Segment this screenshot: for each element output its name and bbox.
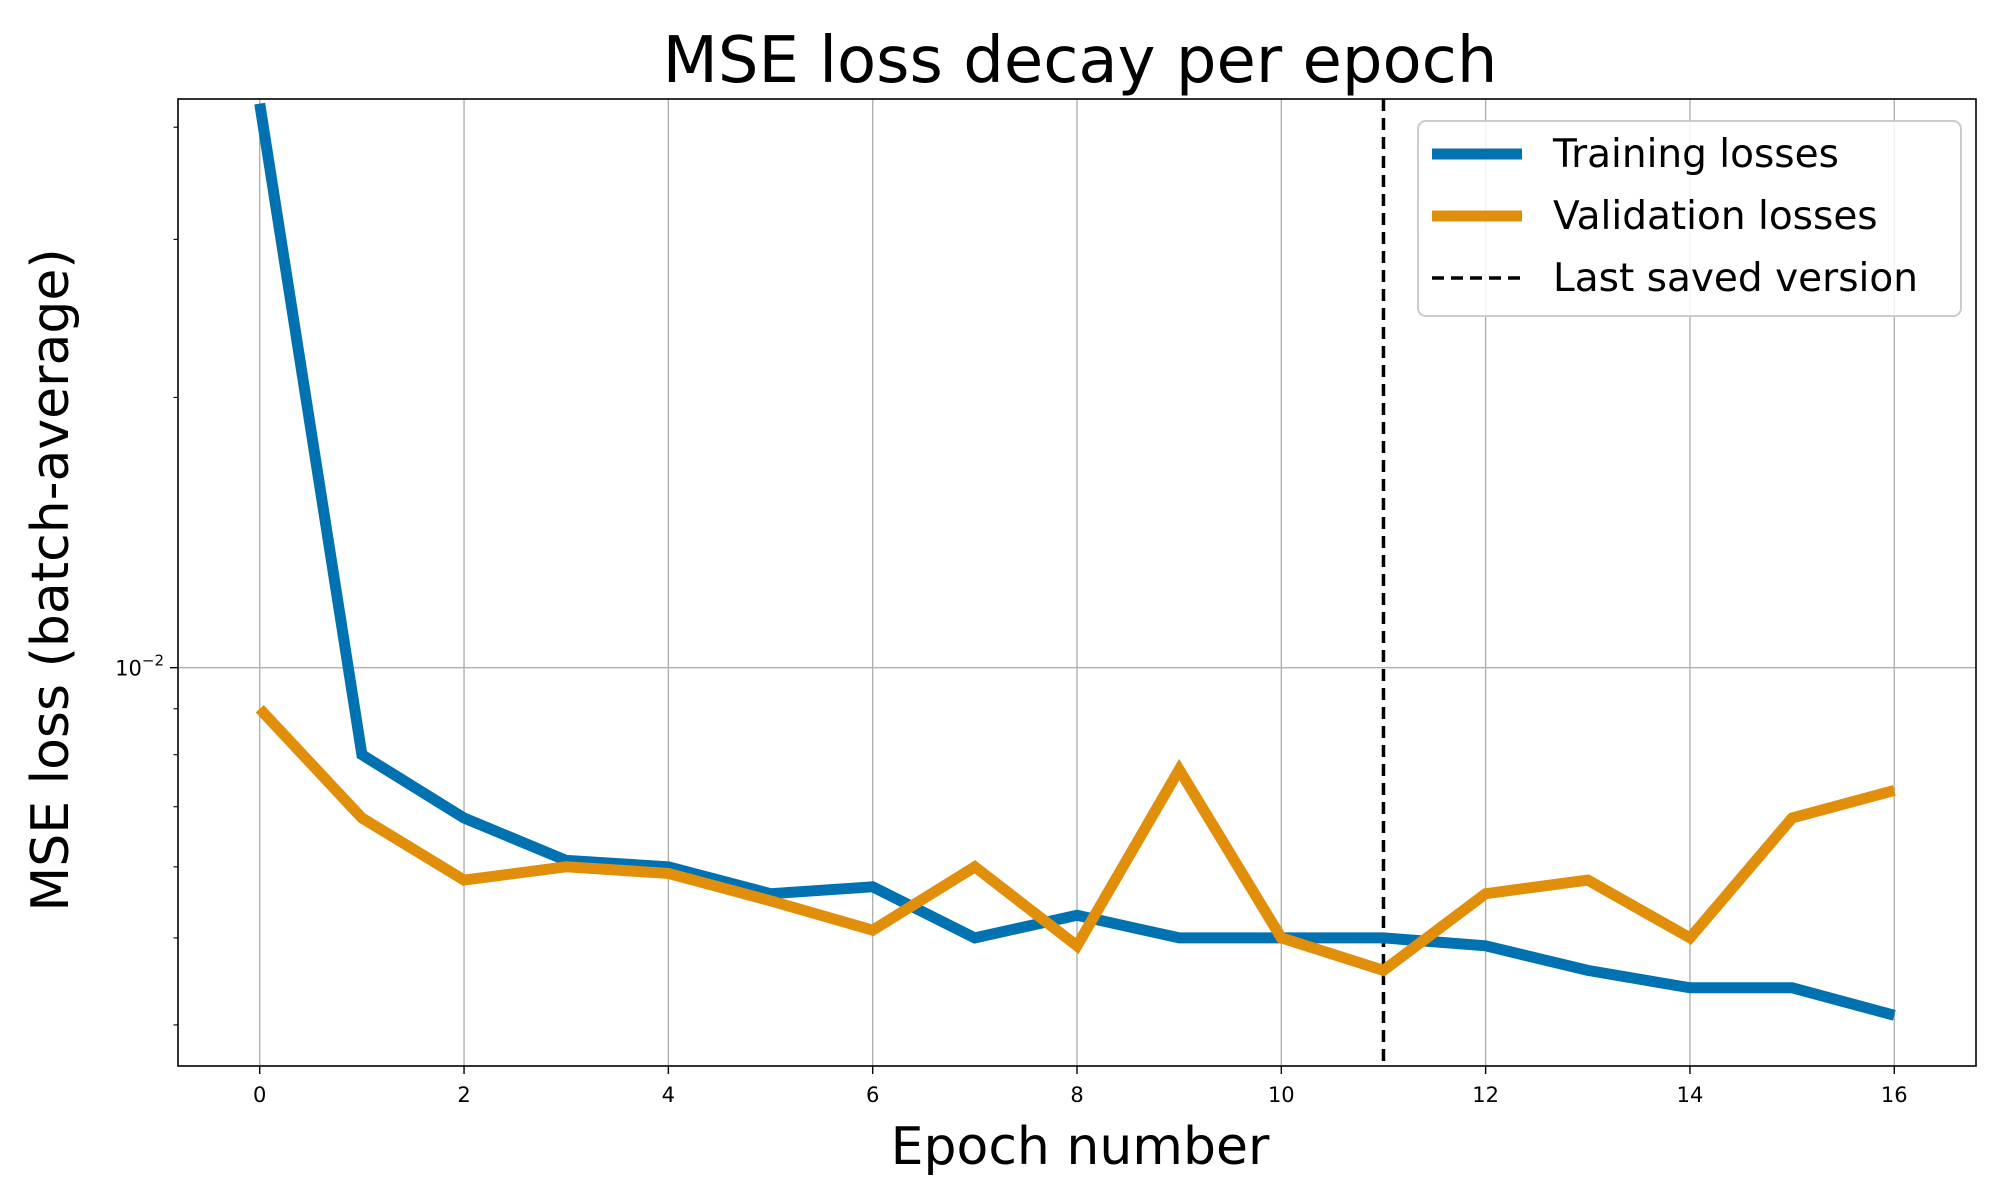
x-tick-label: 4 (662, 1083, 675, 1107)
legend-label-validation: Validation losses (1553, 194, 1878, 239)
chart-title: MSE loss decay per epoch (663, 24, 1498, 98)
x-tick-label: 14 (1677, 1083, 1704, 1107)
x-tick-label: 2 (457, 1083, 470, 1107)
x-tick-label: 0 (253, 1083, 266, 1107)
x-tick-label: 16 (1881, 1083, 1908, 1107)
x-tick-label: 6 (866, 1083, 879, 1107)
x-axis-ticks: 0 2 4 6 8 10 12 14 16 (253, 1066, 1908, 1107)
x-tick-label: 8 (1070, 1083, 1083, 1107)
legend-label-last-saved: Last saved version (1553, 256, 1918, 301)
legend-label-training: Training losses (1552, 132, 1839, 177)
y-tick-label: 10−2 (115, 652, 164, 681)
legend: Training losses Validation losses Last s… (1417, 120, 1962, 317)
y-axis-title: MSE loss (batch-average) (21, 248, 81, 911)
x-axis-title: Epoch number (891, 1117, 1270, 1177)
series-line-training (254, 102, 1896, 1021)
x-tick-label: 12 (1472, 1083, 1499, 1107)
legend-box (1417, 120, 1962, 317)
x-tick-label: 10 (1268, 1083, 1295, 1107)
y-axis-ticks: 10−2 (115, 126, 178, 1026)
series-layer (254, 102, 1896, 1021)
series-line-validation (255, 705, 1896, 977)
